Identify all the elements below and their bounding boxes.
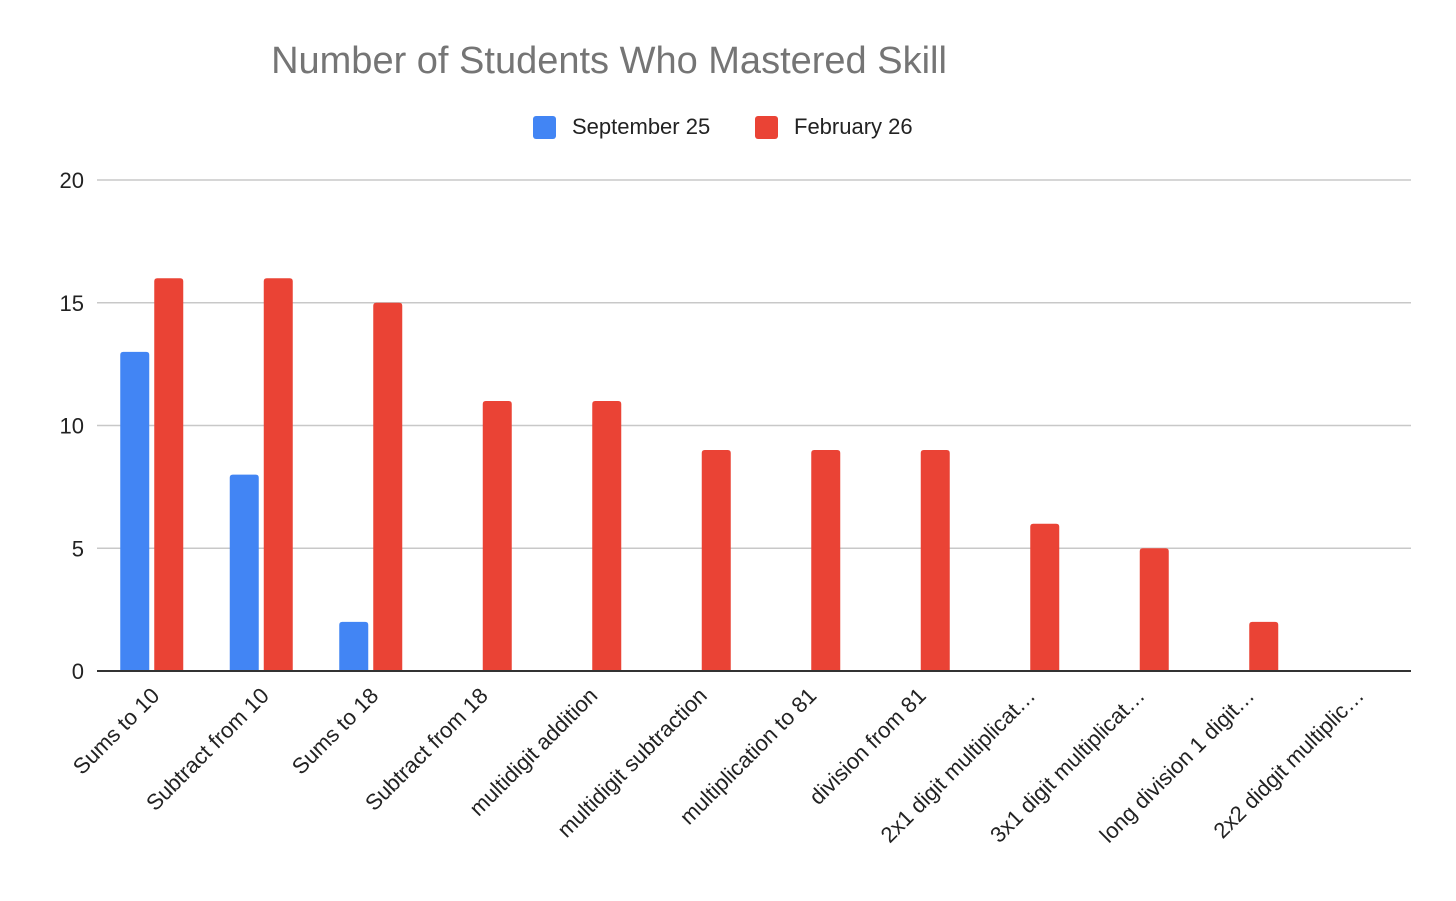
bar-february[interactable] <box>1139 548 1169 671</box>
bar-september[interactable] <box>120 351 150 671</box>
legend-item-september[interactable]: September 25 <box>533 112 710 142</box>
legend-swatch-february <box>755 115 778 139</box>
y-tick-label: 10 <box>60 414 84 439</box>
legend-label-february: February 26 <box>794 114 913 139</box>
bar-february[interactable] <box>482 400 512 671</box>
legend: September 25 February 26 <box>0 112 1456 142</box>
x-tick-label: division from 81 <box>804 683 931 810</box>
bar-september[interactable] <box>339 621 369 671</box>
y-tick-label: 15 <box>60 291 84 316</box>
chart-title: Number of Students Who Mastered Skill <box>271 40 947 82</box>
bar-february[interactable] <box>263 278 293 671</box>
x-tick-label: Sums to 10 <box>68 683 164 779</box>
y-tick-label: 0 <box>72 659 84 684</box>
bar-september[interactable] <box>229 474 259 671</box>
y-tick-label: 20 <box>60 168 84 193</box>
bar-february[interactable] <box>154 278 184 671</box>
bar-february[interactable] <box>701 450 731 671</box>
legend-swatch-september <box>533 115 556 139</box>
bar-february[interactable] <box>1030 523 1060 671</box>
legend-item-february[interactable]: February 26 <box>755 112 913 142</box>
bar-february[interactable] <box>920 450 950 671</box>
bar-february[interactable] <box>811 450 841 671</box>
bar-february[interactable] <box>373 302 403 671</box>
bar-february[interactable] <box>1249 621 1279 671</box>
y-tick-label: 5 <box>72 536 84 561</box>
legend-label-september: September 25 <box>572 114 711 139</box>
x-tick-label: Sums to 18 <box>287 683 383 779</box>
bar-february[interactable] <box>592 400 622 671</box>
